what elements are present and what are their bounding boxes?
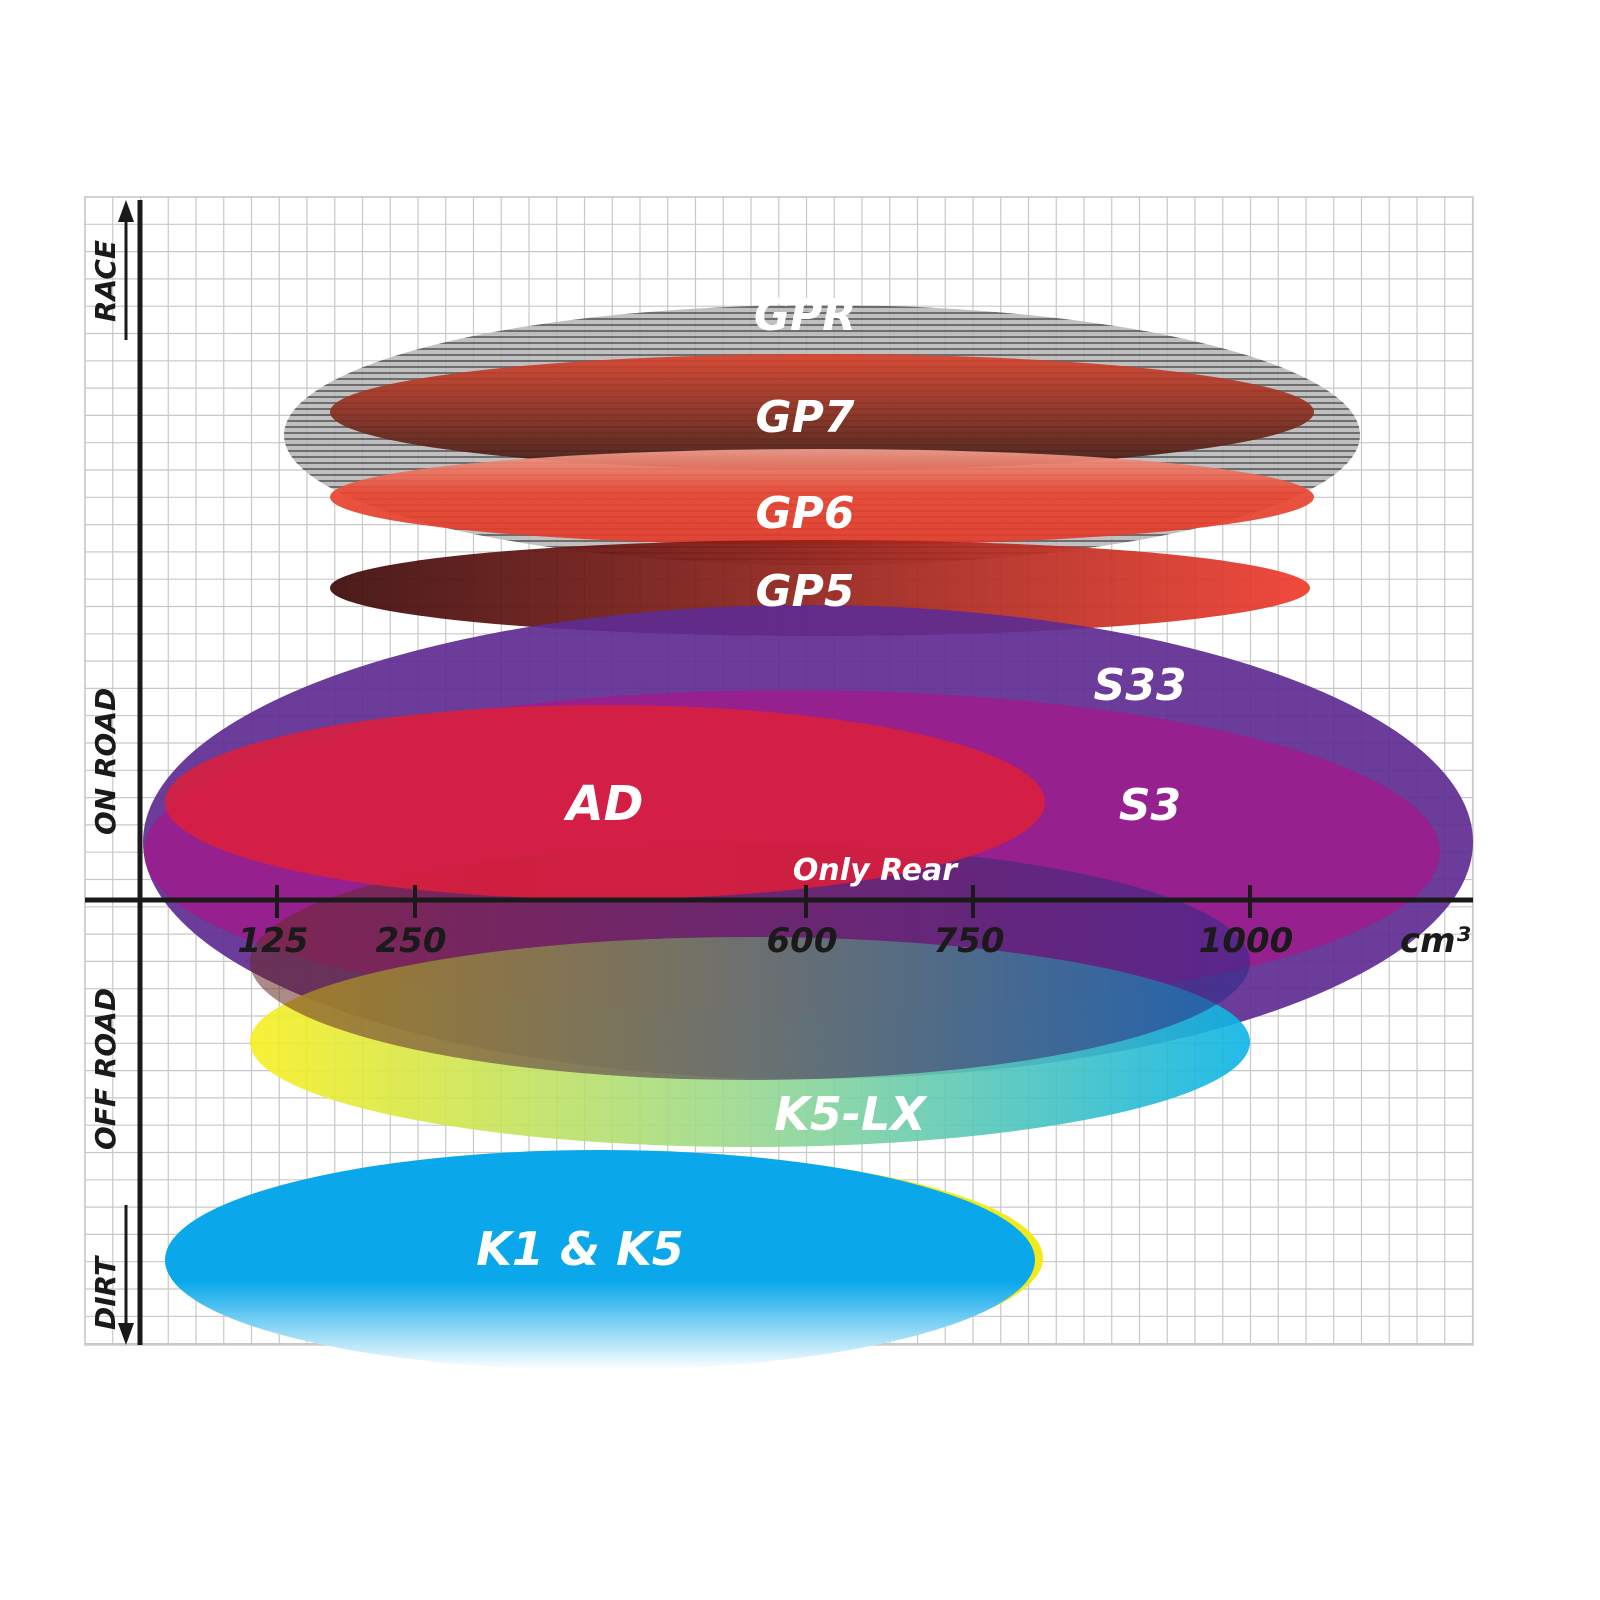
y-label-race: RACE [89,240,122,322]
label-s3: S3 [1119,780,1181,831]
x-tick-label: 1000 [1199,921,1294,961]
label-gp5: GP5 [756,566,855,617]
x-tick-label: 600 [767,921,838,961]
x-tick-label: 250 [376,921,447,961]
label-gp7: GP7 [756,392,855,443]
x-tick-label: 125 [238,921,309,961]
ellipse-gp5 [330,540,1310,636]
y-label-dirt: DIRT [89,1255,122,1330]
ellipse-ad [165,705,1045,899]
x-tick-label: 750 [934,921,1005,961]
label-k5-lx: K5-LX [774,1087,928,1141]
label-ad: AD [563,776,644,832]
y-label-off-road: OFF ROAD [89,988,122,1150]
race-arrow-head [118,200,134,222]
dirt-arrow-head [118,1323,134,1345]
ellipse-gp6 [330,449,1314,545]
axes [85,200,1473,1345]
ellipse-k1-k5 [165,1150,1035,1370]
y-label-on-road: ON ROAD [89,688,122,835]
label-s33: S33 [1094,660,1187,711]
label-gp6: GP6 [756,488,855,539]
label-k1-k5: K1 & K5 [476,1222,683,1276]
ellipse-only-rear [250,844,1250,1080]
label-gpr: GPR [754,290,856,341]
ellipse-gp7 [330,354,1314,470]
x-axis-unit: cm³ [1400,921,1471,961]
label-only-rear: Only Rear [793,853,959,888]
